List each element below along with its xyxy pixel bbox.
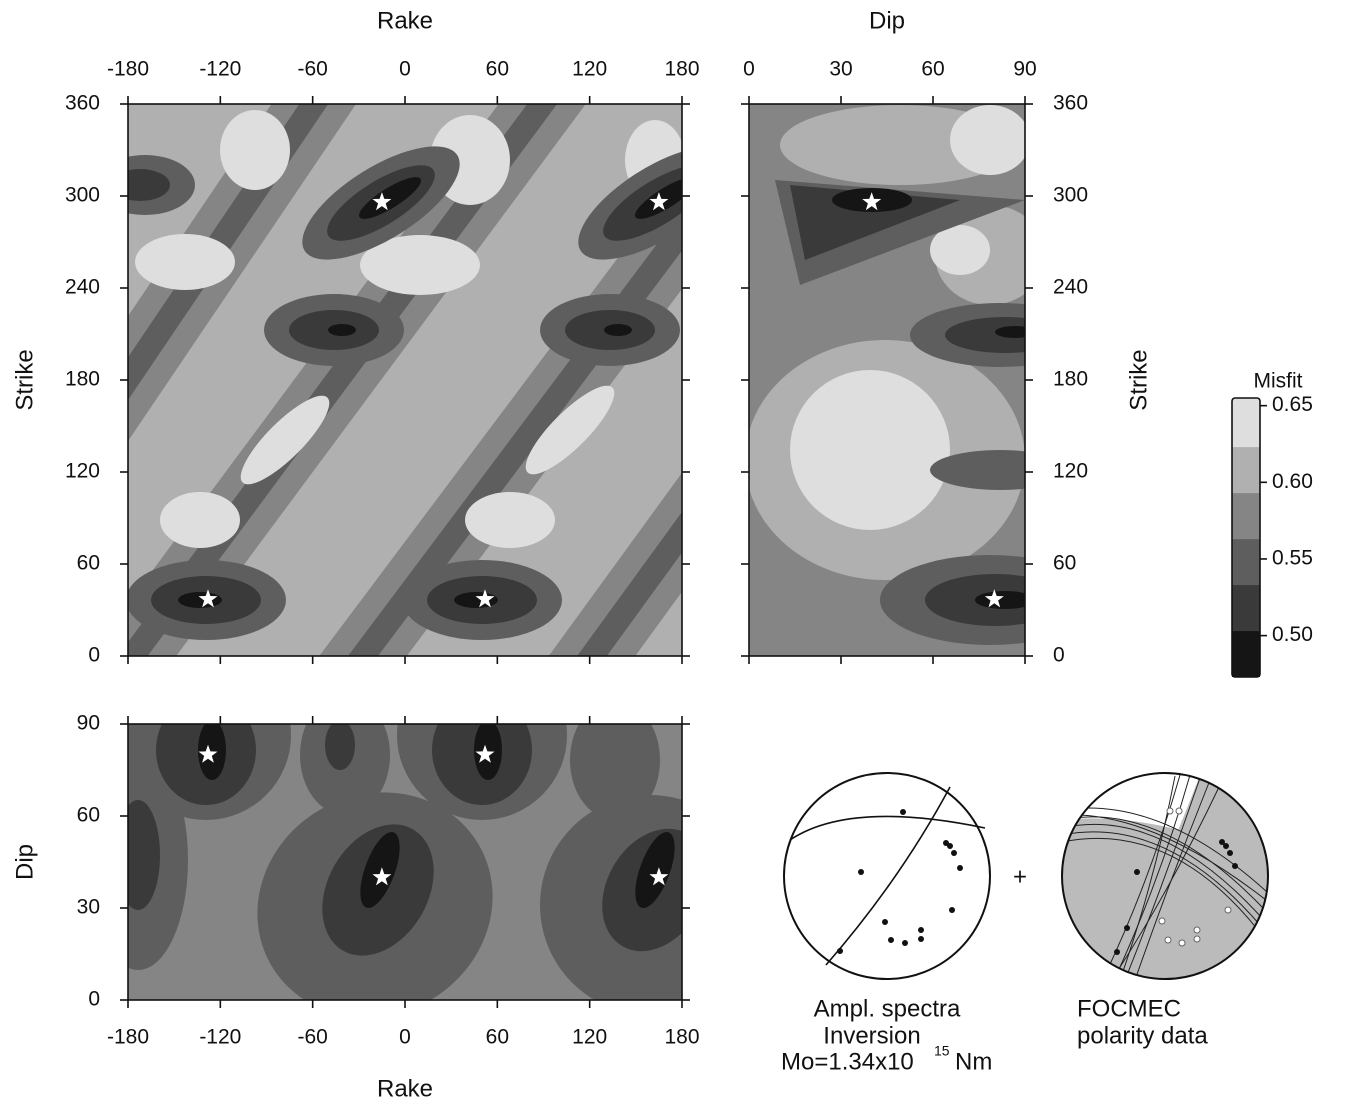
best-solution-star	[649, 867, 669, 886]
caption: polarity data	[1077, 1022, 1208, 1049]
colorbar-band	[1232, 631, 1260, 677]
y-tick-label: 360	[1053, 92, 1088, 115]
colorbar-band	[1232, 493, 1260, 540]
best-solution-star	[475, 589, 495, 608]
caption: Inversion	[823, 1022, 920, 1049]
x-tick-label: 0	[743, 58, 755, 81]
best-solution-star	[198, 744, 218, 763]
y-tick-label: 360	[65, 92, 100, 115]
colorbar-tick-label: 0.50	[1272, 623, 1313, 646]
y-tick-label: 0	[1053, 644, 1065, 667]
best-solution-star	[984, 589, 1004, 608]
best-solution-star	[372, 192, 392, 211]
x-axis-label: Dip	[869, 7, 905, 34]
colorbar-tick-label: 0.55	[1272, 547, 1313, 570]
colorbar-band	[1232, 539, 1260, 586]
misfit-field	[749, 104, 1025, 656]
y-tick-label: 180	[65, 368, 100, 391]
x-tick-label: -60	[297, 58, 327, 81]
best-solution-star	[475, 744, 495, 763]
x-tick-label: 180	[664, 1026, 699, 1049]
colorbar-band	[1232, 447, 1260, 494]
y-tick-label: 0	[88, 644, 100, 667]
y-tick-label: 60	[77, 552, 100, 575]
y-tick-label: 30	[77, 896, 100, 919]
colorbar-tick-label: 0.60	[1272, 470, 1313, 493]
colorbar-title: Misfit	[1254, 370, 1303, 393]
y-tick-label: 90	[77, 712, 100, 735]
x-tick-label: 120	[572, 1026, 607, 1049]
x-tick-label: 120	[572, 58, 607, 81]
x-tick-label: 60	[921, 58, 944, 81]
moment: Mo=1.34x10	[781, 1048, 914, 1075]
misfit-field	[128, 724, 682, 1000]
y-axis-label: Strike	[11, 349, 38, 410]
y-axis-label: Dip	[11, 844, 38, 880]
y-tick-label: 60	[1053, 552, 1076, 575]
caption: Ampl. spectra	[814, 995, 961, 1022]
beachball	[1061, 772, 1269, 980]
y-tick-label: 0	[88, 988, 100, 1011]
y-tick-label: 60	[77, 804, 100, 827]
best-solution-star	[649, 192, 669, 211]
x-tick-label: 180	[664, 58, 699, 81]
y-axis-label: Strike	[1125, 349, 1152, 410]
x-tick-label: 60	[486, 1026, 509, 1049]
x-tick-label: 30	[829, 58, 852, 81]
x-axis-label: Rake	[377, 7, 433, 34]
colorbar-band	[1232, 585, 1260, 632]
x-tick-label: 90	[1013, 58, 1036, 81]
x-axis-label: Rake	[377, 1075, 433, 1102]
x-tick-label: 0	[399, 58, 411, 81]
moment-exponent: 15	[934, 1043, 950, 1059]
best-solution-star	[372, 867, 392, 886]
x-tick-label: -120	[199, 1026, 241, 1049]
colorbar-band	[1232, 398, 1260, 448]
x-tick-label: -180	[107, 1026, 149, 1049]
y-tick-label: 240	[65, 276, 100, 299]
beachball	[783, 772, 991, 980]
best-solution-star	[198, 589, 218, 608]
best-solution-star	[862, 192, 882, 211]
x-tick-label: -180	[107, 58, 149, 81]
x-tick-label: 60	[486, 58, 509, 81]
y-tick-label: 180	[1053, 368, 1088, 391]
moment-unit: Nm	[955, 1048, 992, 1075]
misfit-field	[128, 104, 682, 656]
operator: +	[1013, 863, 1027, 890]
y-tick-label: 300	[1053, 184, 1088, 207]
y-tick-label: 120	[1053, 460, 1088, 483]
colorbar-frame	[1231, 397, 1261, 678]
y-tick-label: 120	[65, 460, 100, 483]
y-tick-label: 240	[1053, 276, 1088, 299]
y-tick-label: 300	[65, 184, 100, 207]
x-tick-label: 0	[399, 1026, 411, 1049]
colorbar-tick-label: 0.65	[1272, 393, 1313, 416]
x-tick-label: -120	[199, 58, 241, 81]
x-tick-label: -60	[297, 1026, 327, 1049]
caption: FOCMEC	[1077, 995, 1181, 1022]
